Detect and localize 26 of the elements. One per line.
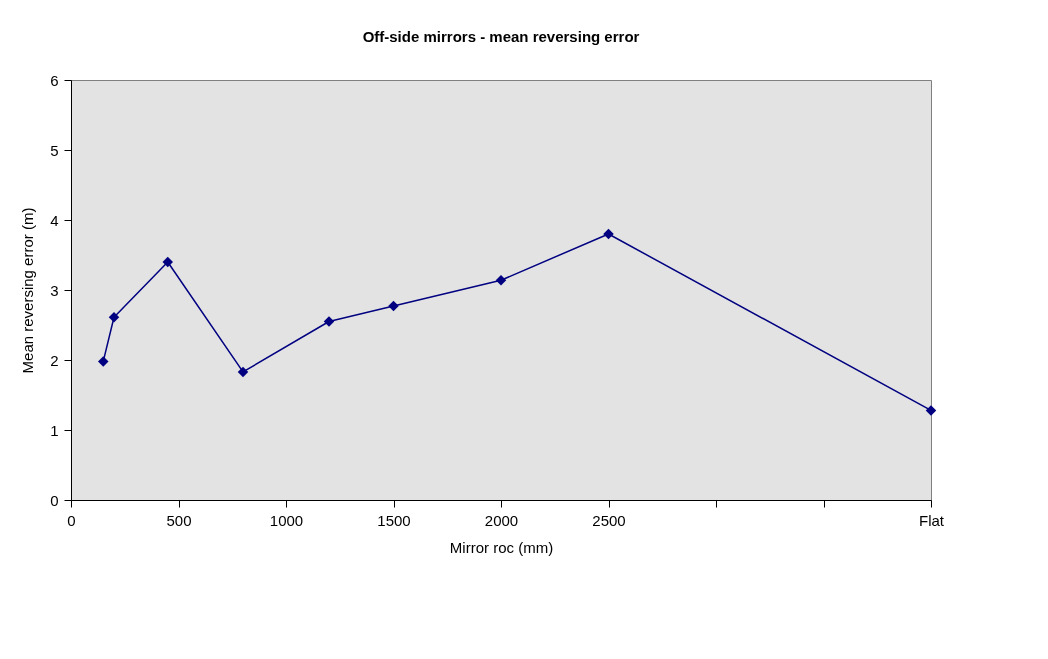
y-tick-label: 1: [50, 421, 59, 439]
y-tick-label: 3: [50, 281, 59, 299]
y-tick-label: 4: [50, 211, 59, 229]
point: [495, 274, 507, 286]
x-axis-title: Mirror roc (mm): [449, 538, 554, 556]
x-tick-label: 2500: [592, 511, 626, 529]
y-tick-label: 2: [50, 351, 59, 369]
point: [323, 316, 335, 327]
point: [603, 228, 614, 240]
x-tick-label: 500: [166, 511, 192, 529]
y-tick-label: 6: [50, 71, 59, 89]
point: [925, 405, 937, 416]
y-tick-label: 0: [50, 491, 59, 509]
point: [237, 366, 249, 378]
x-tick-label: 2000: [484, 511, 519, 529]
y-tick-label: 5: [50, 141, 59, 159]
y-axis-title: Mean reversing error (m): [19, 207, 37, 374]
point: [388, 300, 399, 312]
point: [162, 256, 173, 268]
x-tick-label: Flat: [918, 511, 945, 529]
x-tick-label: 1000: [269, 511, 304, 529]
point: [98, 356, 109, 367]
point: [108, 312, 120, 323]
x-tick-label: 1500: [377, 511, 411, 529]
chart-title: Off-side mirrors - mean reversing error: [362, 28, 640, 45]
x-tick-label: 0: [67, 511, 76, 529]
